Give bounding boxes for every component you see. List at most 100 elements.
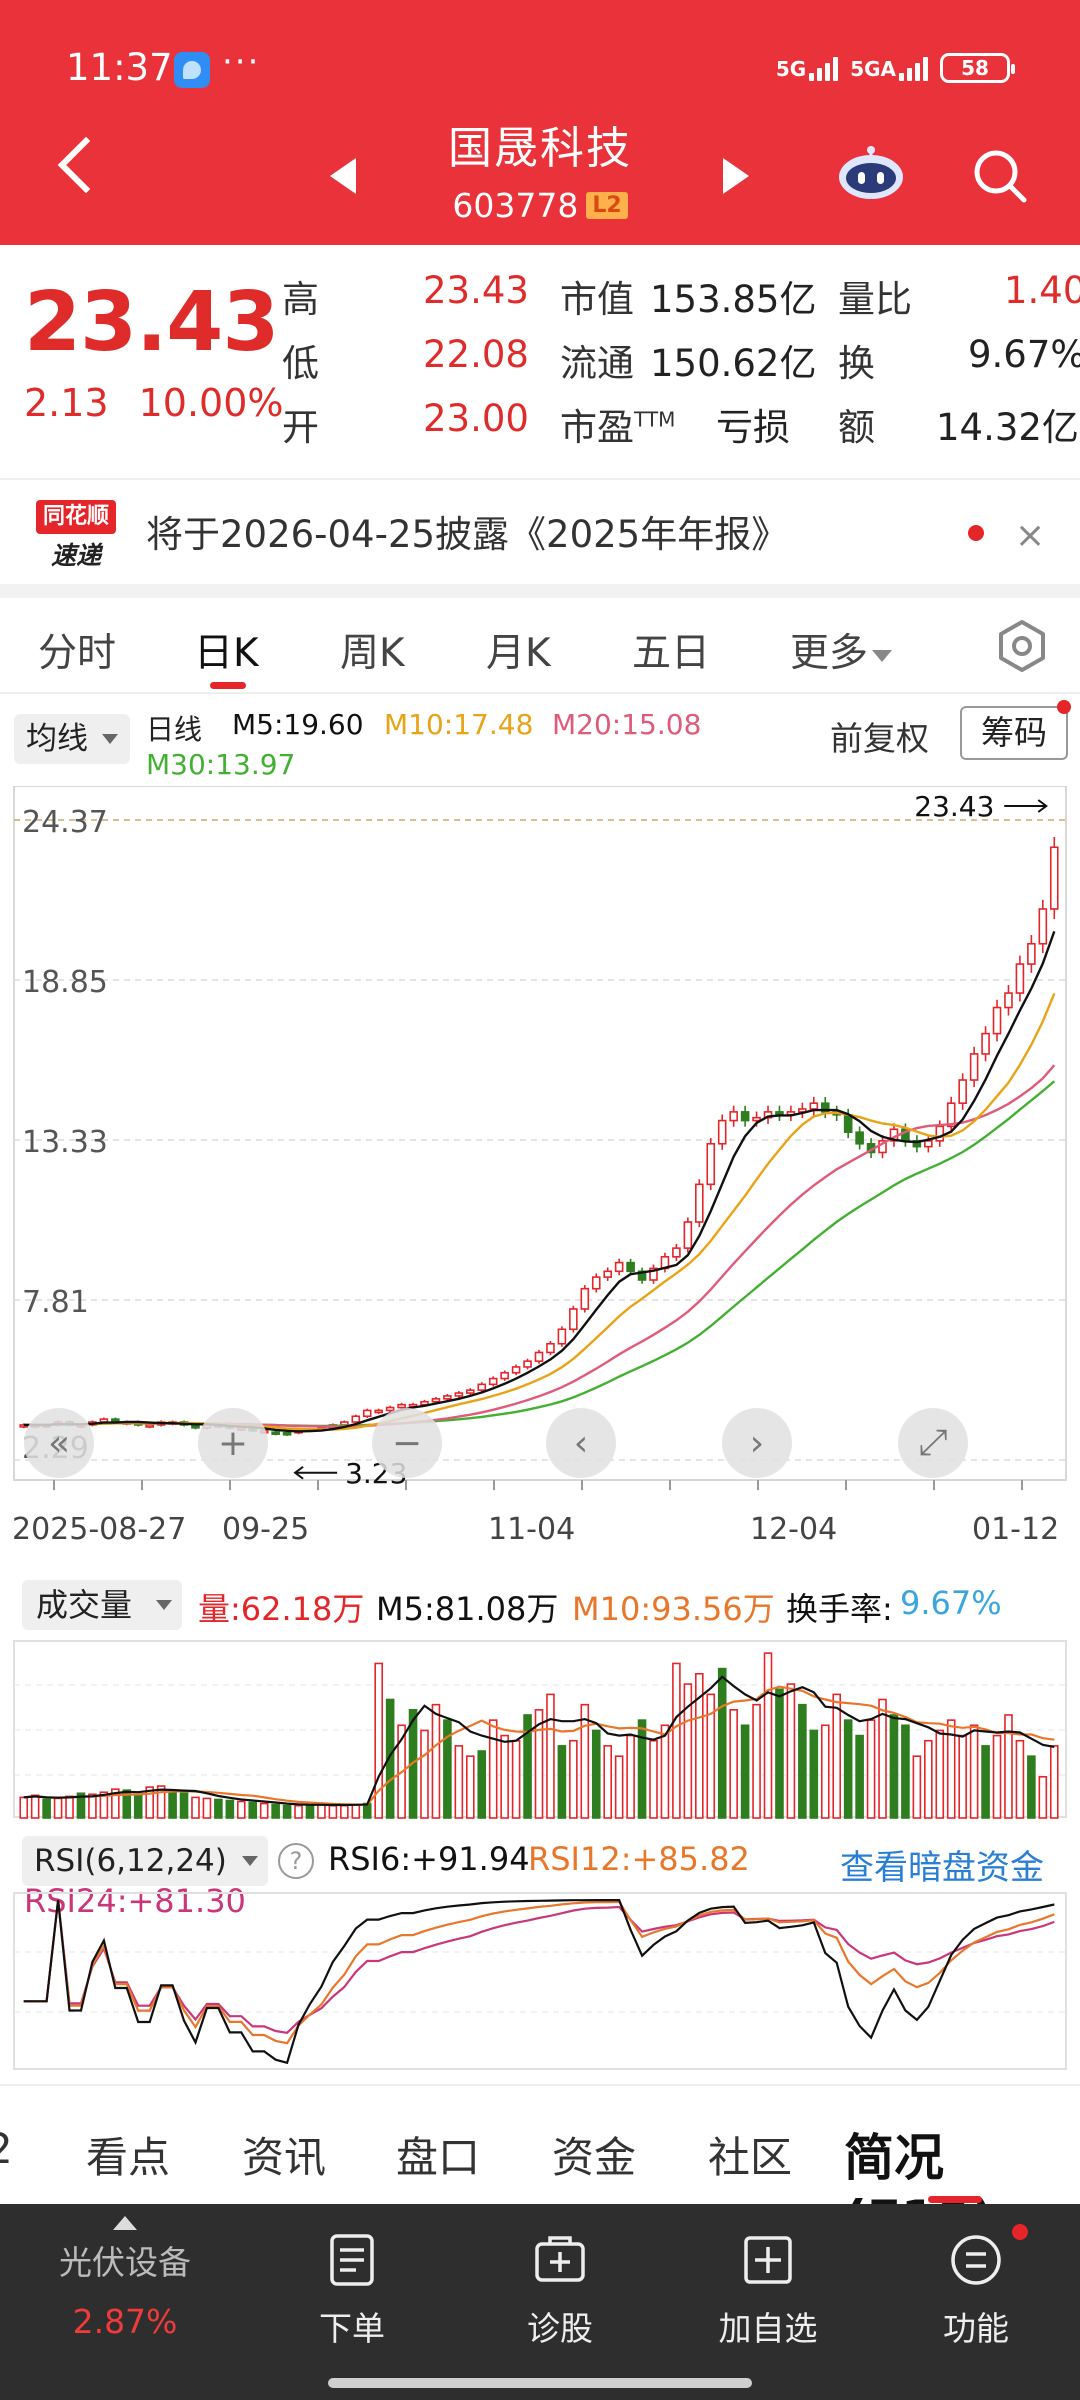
candle-body: [1049, 846, 1059, 910]
candle-body: [511, 1366, 521, 1374]
candle-body: [626, 1261, 635, 1273]
adjust-mode-label[interactable]: 前复权: [830, 719, 929, 758]
chips-button[interactable]: 筹码: [960, 706, 1068, 760]
volume-bar: [580, 1703, 590, 1819]
volume-bar: [443, 1719, 452, 1819]
tab-community[interactable]: 社区: [708, 2133, 793, 2182]
tab-more[interactable]: 更多: [790, 622, 893, 678]
status-more-icon: ···: [222, 42, 261, 82]
volume-bar: [752, 1703, 761, 1819]
next-stock-icon[interactable]: [723, 158, 749, 194]
sector-change-pct: 2.87%: [72, 2302, 178, 2341]
stock-code: 603778: [452, 186, 579, 225]
x-label-2: 09-25: [222, 1512, 310, 1547]
help-icon[interactable]: ?: [278, 1843, 314, 1879]
volume-bar: [111, 1788, 120, 1819]
volume-bar: [935, 1729, 945, 1819]
candle-body: [924, 1140, 933, 1148]
tab-news[interactable]: 资讯: [242, 2133, 327, 2182]
fullscreen-icon[interactable]: ⤢: [898, 1408, 968, 1478]
candle-body: [729, 1111, 738, 1122]
order-button[interactable]: 下单: [277, 2232, 427, 2350]
l2-badge[interactable]: L2: [586, 192, 628, 219]
section-divider: [0, 584, 1080, 598]
info-tab-indicator: [928, 2196, 982, 2203]
volume-bar: [191, 1796, 200, 1819]
volume-value: 量:62.18万: [198, 1590, 365, 1628]
volume-bar: [454, 1745, 464, 1819]
y-tick-label: 13.33: [22, 1125, 108, 1160]
rsi-chart[interactable]: [0, 1892, 1080, 2072]
rsi24-value: RSI24:+81.30: [24, 1882, 246, 1920]
volume-bar: [156, 1785, 166, 1819]
home-indicator[interactable]: [328, 2378, 752, 2388]
notice-unread-dot: [968, 525, 984, 541]
volume-bar: [924, 1739, 933, 1819]
ma-indicator-select[interactable]: 均线: [14, 714, 130, 764]
volume-bar: [30, 1794, 40, 1819]
volume-bar: [855, 1734, 864, 1819]
volume-bar: [992, 1734, 1002, 1819]
dark-pool-funds-link[interactable]: 查看暗盘资金: [840, 1848, 1044, 1888]
search-icon[interactable]: [972, 148, 1028, 204]
ma10-line: [23, 993, 1056, 1431]
add-watchlist-button[interactable]: 加自选: [693, 2232, 843, 2350]
rsi-indicator-select[interactable]: RSI(6,12,24): [22, 1836, 268, 1886]
menu-circle-icon: [951, 2235, 1001, 2285]
pan-right-icon[interactable]: ›: [722, 1408, 792, 1478]
active-tab-indicator: [210, 682, 246, 689]
chart-settings-icon[interactable]: [992, 616, 1052, 676]
tab-order-book[interactable]: 盘口: [396, 2133, 481, 2182]
functions-unread-dot: [1012, 2224, 1028, 2240]
diagnose-button[interactable]: 诊股: [485, 2232, 635, 2350]
stethoscope-plus-icon: [535, 2236, 585, 2282]
volume-bar: [88, 1793, 97, 1819]
stock-code-row: 603778 L2: [0, 186, 1080, 225]
volume-bar: [729, 1709, 738, 1819]
notice-text[interactable]: 将于2026-04-25披露《2025年年报》: [146, 513, 789, 556]
volume-bar: [626, 1734, 635, 1819]
notice-bar[interactable]: 同花顺 速递 将于2026-04-25披露《2025年年报》 ×: [0, 478, 1080, 583]
tab-intraday[interactable]: 分时: [38, 631, 117, 676]
tab-funds[interactable]: 资金: [552, 2133, 637, 2182]
sector-widget[interactable]: 光伏设备 2.87%: [30, 2204, 220, 2341]
high-value: 23.43: [423, 269, 529, 312]
robot-assistant-icon[interactable]: [836, 145, 906, 201]
zoom-out-icon[interactable]: −: [372, 1408, 442, 1478]
tab-daily-k[interactable]: 日K: [194, 631, 259, 676]
tab-highlights[interactable]: 看点: [86, 2133, 171, 2182]
info-tabs-bar: [0, 2084, 1080, 2204]
tab-weekly-k[interactable]: 周K: [340, 631, 405, 676]
candle-body: [1038, 908, 1048, 945]
zoom-out-far-icon[interactable]: «: [24, 1408, 94, 1478]
prev-stock-icon[interactable]: [330, 158, 356, 194]
volume-ratio-label: 量比: [838, 278, 912, 321]
volume-indicator-select[interactable]: 成交量: [22, 1580, 182, 1630]
candle-body: [282, 1431, 292, 1436]
volume-bar: [477, 1750, 487, 1819]
volume-bar: [500, 1734, 509, 1819]
volume-bar: [820, 1724, 830, 1819]
candle-body: [454, 1392, 464, 1397]
tab-partial-2[interactable]: 2: [0, 2124, 13, 2173]
tab-five-day[interactable]: 五日: [632, 631, 711, 676]
functions-button[interactable]: 功能: [901, 2232, 1051, 2350]
tab-monthly-k[interactable]: 月K: [486, 631, 551, 676]
chips-unread-dot: [1057, 700, 1071, 714]
close-icon[interactable]: ×: [1015, 515, 1046, 556]
chart-frame: [13, 786, 1067, 1481]
candle-body: [809, 1102, 819, 1110]
volume-chart[interactable]: [0, 1640, 1080, 1820]
y-tick-label: 18.85: [22, 965, 108, 1000]
volume-bar: [740, 1724, 750, 1819]
float-label: 流通: [560, 342, 634, 385]
pan-left-icon[interactable]: ‹: [546, 1408, 616, 1478]
volume-bar: [385, 1698, 395, 1819]
plus-square-icon: [744, 2236, 792, 2284]
zoom-in-icon[interactable]: +: [198, 1408, 268, 1478]
volume-bar: [866, 1719, 876, 1819]
candle-body: [591, 1276, 601, 1290]
last-price: 23.43: [24, 275, 279, 370]
